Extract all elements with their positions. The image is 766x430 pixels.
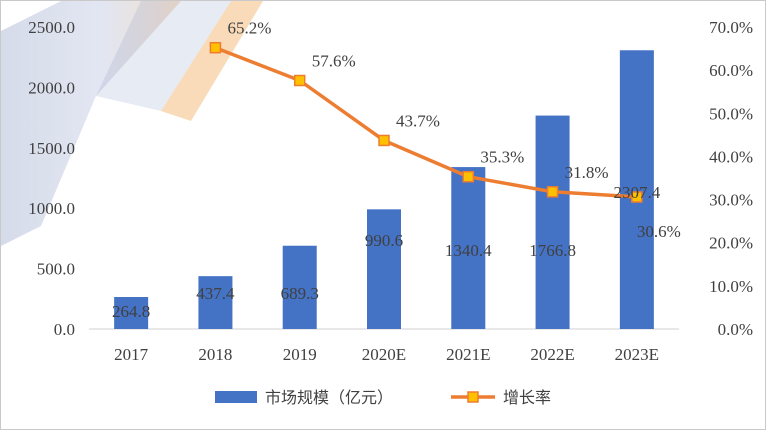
bar-value-label: 264.8	[112, 302, 150, 321]
legend-label-market-size: 市场规模（亿元）	[265, 388, 393, 407]
y-right-tick-label: 10.0%	[709, 277, 753, 296]
growth-rate-label: 43.7%	[396, 111, 440, 130]
growth-rate-marker	[293, 74, 306, 87]
x-tick-label: 2023E	[615, 345, 659, 364]
bar-value-label: 990.6	[365, 231, 403, 250]
y-right-tick-label: 40.0%	[709, 147, 753, 166]
bar-value-label: 1340.4	[445, 241, 492, 260]
bar-market-size	[198, 276, 233, 329]
x-tick-label: 2022E	[530, 345, 574, 364]
y-left-tick-label: 2500.0	[28, 18, 75, 37]
bar-value-label: 2307.4	[613, 183, 660, 202]
growth-rate-line	[213, 45, 639, 199]
y-right-tick-label: 0.0%	[718, 320, 753, 339]
growth-rate-label: 65.2%	[227, 19, 271, 38]
y-right-tick-label: 50.0%	[709, 104, 753, 123]
x-tick-label: 2018	[198, 345, 232, 364]
bar-market-size	[367, 209, 401, 329]
growth-rate-label: 31.8%	[565, 163, 609, 182]
bar-value-label: 1766.8	[529, 241, 576, 260]
watermark	[1, 1, 263, 246]
y-left-tick-label: 500.0	[37, 260, 75, 279]
y-right-tick-label: 70.0%	[709, 18, 753, 37]
y-left-tick-label: 2000.0	[28, 78, 75, 97]
bar-market-size	[282, 245, 317, 329]
bar-market-size	[619, 50, 654, 329]
y-left-tick-label: 1000.0	[28, 199, 75, 218]
legend: 市场规模（亿元） 增长率	[215, 388, 551, 407]
growth-rate-marker	[462, 170, 475, 183]
x-tick-label: 2021E	[446, 345, 490, 364]
growth-rate-marker	[631, 191, 643, 203]
legend-swatch-bar	[215, 391, 257, 403]
bar-value-label: 437.4	[196, 284, 235, 303]
y-left-tick-label: 1500.0	[28, 139, 75, 158]
x-tick-label: 2019	[283, 345, 317, 364]
growth-rate-label: 35.3%	[480, 148, 524, 167]
x-tick-label: 2017	[114, 345, 149, 364]
bar-market-size	[451, 167, 486, 329]
growth-rate-label: 30.6%	[637, 222, 681, 241]
bar-market-size	[535, 115, 570, 329]
y-left-tick-label: 0.0	[54, 320, 75, 339]
y-right-tick-label: 30.0%	[709, 191, 753, 210]
bar-market-size	[114, 297, 149, 329]
legend-swatch-marker	[467, 391, 479, 403]
growth-rate-marker	[209, 41, 222, 54]
bar-value-label: 689.3	[281, 284, 319, 303]
growth-rate-marker	[378, 134, 390, 147]
y-right-tick-label: 60.0%	[709, 61, 753, 80]
growth-rate-label: 57.6%	[312, 51, 356, 70]
x-tick-label: 2020E	[362, 345, 406, 364]
growth-rate-marker	[546, 186, 559, 198]
legend-label-growth-rate: 增长率	[503, 388, 551, 407]
y-right-tick-label: 20.0%	[709, 234, 753, 253]
